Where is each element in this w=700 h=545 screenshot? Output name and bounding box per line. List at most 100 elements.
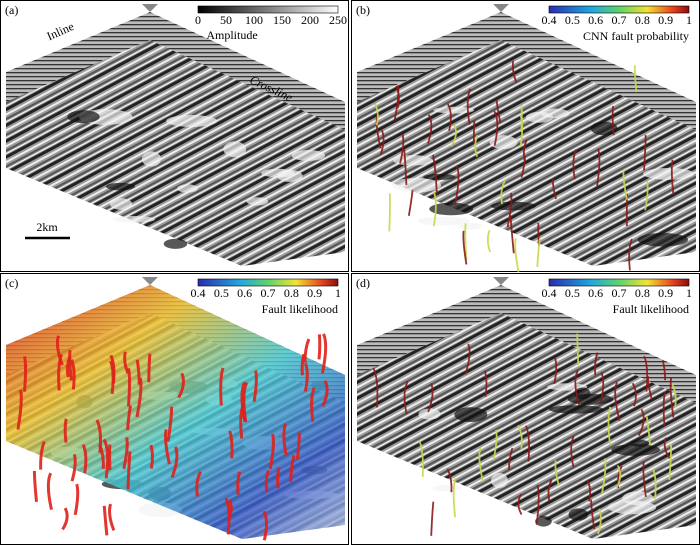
colorbar-tick-label: 0.8 (635, 13, 650, 27)
colorbar-tick-label: 0.6 (237, 286, 252, 300)
seismic-blob (177, 184, 198, 193)
likelihood-overlay (6, 285, 345, 539)
fault-trace (446, 468, 453, 493)
seismic-blob (418, 408, 441, 420)
colorbar-tick-label: 200 (301, 13, 319, 27)
colorbar (548, 5, 690, 14)
fault-trace (81, 444, 88, 474)
panel: (a)0 50 100 150 200 250AmplitudeInlineCrossli… (0, 0, 349, 272)
colorbar-tick-label: 0.6 (588, 13, 603, 27)
fault-trace (403, 149, 408, 186)
seismic-blob (489, 135, 518, 150)
seismic-blob (432, 485, 463, 492)
colorbar-tick-label: 150 (273, 13, 291, 27)
seismic-blob (590, 121, 618, 136)
fault-trace (492, 429, 498, 461)
fault-trace (321, 379, 329, 407)
fault-trace (536, 238, 541, 268)
fault-trace (70, 359, 76, 390)
seismic-blob (491, 473, 508, 488)
seismic-blob (637, 233, 688, 247)
fault-trace (520, 155, 526, 178)
seismic-blob (417, 216, 470, 226)
seismic-blob (611, 444, 661, 456)
fault-trace (98, 443, 105, 469)
fault-trace (226, 499, 233, 522)
panel-label: (d) (356, 276, 370, 290)
fault-trace (268, 433, 275, 470)
fault-trace (135, 377, 143, 418)
fault-trace (601, 458, 607, 494)
colorbar-tick-label: 0.4 (542, 286, 557, 300)
fault-trace (596, 148, 601, 187)
fault-trace (102, 505, 109, 536)
fault-trace (303, 338, 311, 363)
fault-trace (576, 333, 580, 366)
fault-trace (22, 356, 28, 392)
seismic-blob (423, 173, 456, 180)
fault-trace (517, 493, 523, 515)
panel-label: (a) (5, 3, 18, 17)
colorbar-tick-label: 250 (329, 13, 347, 27)
fault-trace (403, 381, 409, 415)
fault-trace (570, 435, 575, 468)
seismic-blob (391, 177, 442, 193)
fault-trace (317, 334, 322, 360)
colorbar-tick-label: 0.8 (284, 286, 299, 300)
seismic-blob (433, 106, 475, 114)
fault-trace (427, 383, 434, 413)
colorbar-tick-label: 100 (245, 13, 263, 27)
seismic-blob (525, 111, 554, 123)
seismic-blob (568, 508, 589, 521)
seismic-blob (163, 238, 188, 249)
fault-trace (450, 124, 457, 147)
fault-trace (122, 437, 129, 470)
fault-trace (472, 120, 476, 143)
fault-trace (372, 367, 379, 408)
colorbar-tick-label: 0.5 (565, 286, 580, 300)
colorbar-tick-label: 0.9 (307, 286, 322, 300)
seismic-blob (567, 393, 614, 405)
fault-trace (224, 497, 231, 535)
panel: (d) 0.4 0.5 0.6 0.7 0.8 0.9 1 Fault likelihood (351, 273, 700, 545)
fault-trace (663, 437, 671, 459)
fault-trace (466, 88, 472, 125)
fault-trace (282, 423, 288, 456)
panel-label: (b) (356, 3, 370, 17)
fault-trace (228, 430, 234, 459)
corner-marker (493, 277, 509, 285)
seismic-blob (246, 197, 269, 206)
fault-trace (535, 484, 540, 525)
fault-trace (652, 468, 657, 499)
seismic-blob (223, 141, 247, 158)
fault-trace (452, 477, 457, 518)
fault-trace (631, 382, 637, 407)
fault-trace (517, 424, 523, 449)
fault-trace (508, 447, 514, 470)
fault-trace (427, 114, 433, 144)
colorbar (197, 278, 339, 287)
fault-trace (661, 359, 666, 381)
fault-trace (262, 510, 268, 541)
fault-trace (135, 359, 141, 385)
colorbar-tick-label: 1 (335, 286, 341, 300)
colorbar (548, 278, 690, 287)
colorbar-tick-label: 50 (220, 13, 232, 27)
fault-trace (493, 110, 499, 146)
colorbar-tick-label: 0.4 (191, 286, 206, 300)
fault-trace (645, 416, 651, 446)
fault-trace (320, 333, 328, 374)
colorbar-title: Fault likelihood (613, 302, 689, 316)
fault-trace (478, 447, 484, 483)
fault-trace (236, 471, 242, 495)
fault-trace (506, 192, 513, 228)
panel: (b) 0.4 0.5 0.6 0.7 0.8 0.9 1 CNN fault probabil… (351, 0, 700, 273)
fault-trace (500, 180, 506, 205)
fault-trace (551, 178, 557, 200)
fault-trace (553, 357, 558, 384)
fault-trace (109, 360, 115, 395)
fault-trace (572, 149, 578, 180)
seismic-blob (454, 407, 488, 423)
colorbar-title: CNN fault probability (583, 29, 689, 43)
fault-trace (495, 100, 502, 123)
